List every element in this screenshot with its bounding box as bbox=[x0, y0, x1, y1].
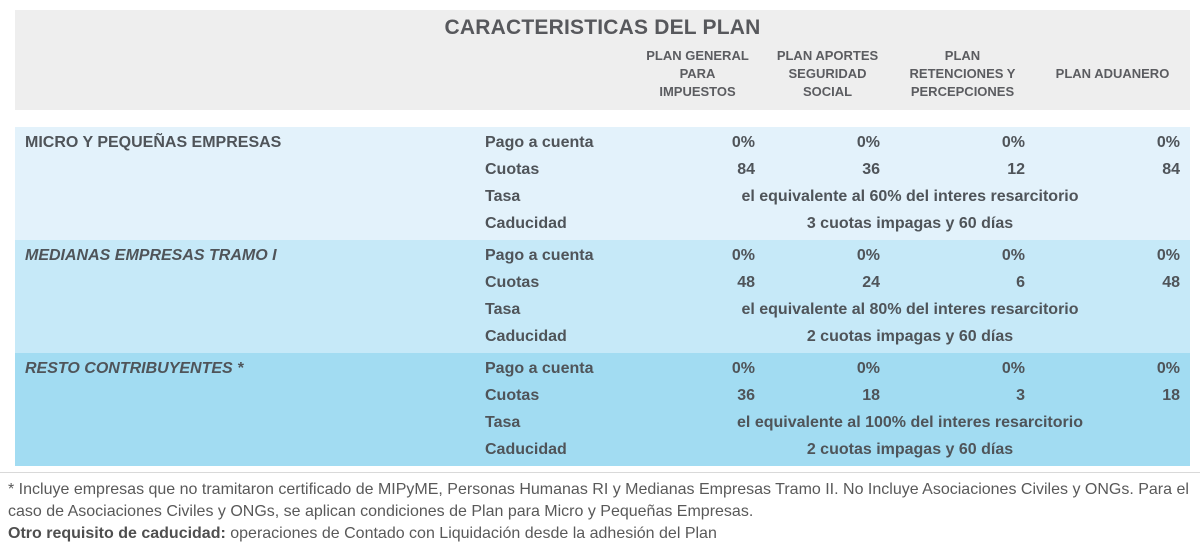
value-cell: 0% bbox=[1156, 134, 1180, 151]
value-cell: 0% bbox=[1156, 247, 1180, 264]
table-row: Tasa el equivalente al 80% del interes r… bbox=[15, 296, 1190, 323]
value-cell: 18 bbox=[1162, 387, 1180, 404]
value-cell: 12 bbox=[1007, 161, 1025, 178]
value-cell: 0% bbox=[731, 247, 755, 264]
value-cell: 48 bbox=[1162, 274, 1180, 291]
row-label: Tasa bbox=[485, 188, 521, 205]
table-row: Cuotas 48 24 6 48 bbox=[15, 269, 1190, 296]
value-cell: 6 bbox=[1016, 274, 1025, 291]
value-span: el equivalente al 80% del interes resarc… bbox=[741, 301, 1079, 318]
value-cell: 18 bbox=[862, 387, 880, 404]
footnote-divider bbox=[0, 472, 1200, 473]
table-row: Caducidad 2 cuotas impagas y 60 días bbox=[15, 323, 1190, 350]
group-name: MEDIANAS EMPRESAS TRAMO I bbox=[25, 247, 277, 264]
value-cell: 24 bbox=[862, 274, 880, 291]
value-cell: 48 bbox=[737, 274, 755, 291]
value-cell: 0% bbox=[1001, 247, 1025, 264]
footnote: * Incluye empresas que no tramitaron cer… bbox=[0, 473, 1200, 545]
row-label: Caducidad bbox=[485, 328, 567, 345]
value-cell: 0% bbox=[1001, 134, 1025, 151]
table-row: RESTO CONTRIBUYENTES * Pago a cuenta 0% … bbox=[15, 355, 1190, 382]
footnote-caducidad-rest: operaciones de Contado con Liquidación d… bbox=[225, 525, 717, 542]
group-micro-pequenas: MICRO Y PEQUEÑAS EMPRESAS Pago a cuenta … bbox=[15, 127, 1190, 240]
group-medianas-tramo1: MEDIANAS EMPRESAS TRAMO I Pago a cuenta … bbox=[15, 240, 1190, 353]
table-row: Caducidad 2 cuotas impagas y 60 días bbox=[15, 436, 1190, 463]
table-row: MICRO Y PEQUEÑAS EMPRESAS Pago a cuenta … bbox=[15, 129, 1190, 156]
column-header-plan-general: PLAN GENERAL PARA IMPUESTOS bbox=[646, 48, 749, 99]
table-row: Cuotas 84 36 12 84 bbox=[15, 156, 1190, 183]
footnote-caducidad-lead: Otro requisito de caducidad: bbox=[8, 525, 226, 542]
row-label: Cuotas bbox=[485, 161, 540, 178]
table-row: MEDIANAS EMPRESAS TRAMO I Pago a cuenta … bbox=[15, 242, 1190, 269]
row-label: Pago a cuenta bbox=[485, 360, 594, 377]
row-label: Cuotas bbox=[485, 274, 540, 291]
table-title: CARACTERISTICAS DEL PLAN bbox=[444, 16, 761, 39]
column-header-plan-aduanero: PLAN ADUANERO bbox=[1055, 66, 1170, 81]
value-span: el equivalente al 100% del interes resar… bbox=[737, 414, 1083, 431]
value-cell: 0% bbox=[1156, 360, 1180, 377]
table-row: Cuotas 36 18 3 18 bbox=[15, 382, 1190, 409]
row-label: Caducidad bbox=[485, 215, 567, 232]
row-label: Caducidad bbox=[485, 441, 567, 458]
column-header-plan-aportes: PLAN APORTES SEGURIDAD SOCIAL bbox=[776, 48, 879, 99]
footnote-asterisk-note: * Incluye empresas que no tramitaron cer… bbox=[8, 481, 1189, 520]
table-body: MICRO Y PEQUEÑAS EMPRESAS Pago a cuenta … bbox=[15, 127, 1190, 466]
value-span: 2 cuotas impagas y 60 días bbox=[806, 328, 1014, 345]
value-span: 2 cuotas impagas y 60 días bbox=[806, 441, 1014, 458]
table-header-band: CARACTERISTICAS DEL PLAN PLAN GENERAL PA… bbox=[15, 10, 1190, 110]
value-cell: 36 bbox=[737, 387, 755, 404]
value-cell: 84 bbox=[737, 161, 755, 178]
group-name: MICRO Y PEQUEÑAS EMPRESAS bbox=[25, 134, 282, 151]
group-resto-contribuyentes: RESTO CONTRIBUYENTES * Pago a cuenta 0% … bbox=[15, 353, 1190, 466]
value-cell: 0% bbox=[731, 360, 755, 377]
row-label: Cuotas bbox=[485, 387, 540, 404]
row-label: Pago a cuenta bbox=[485, 134, 594, 151]
value-cell: 0% bbox=[856, 360, 880, 377]
table-row: Tasa el equivalente al 60% del interes r… bbox=[15, 183, 1190, 210]
column-headers-row: PLAN GENERAL PARA IMPUESTOS PLAN APORTES… bbox=[15, 43, 1190, 105]
value-span: el equivalente al 60% del interes resarc… bbox=[741, 188, 1079, 205]
value-cell: 36 bbox=[862, 161, 880, 178]
value-cell: 0% bbox=[1001, 360, 1025, 377]
row-label: Pago a cuenta bbox=[485, 247, 594, 264]
footnote-caducidad-note: Otro requisito de caducidad: operaciones… bbox=[8, 523, 1190, 545]
value-cell: 84 bbox=[1162, 161, 1180, 178]
row-label: Tasa bbox=[485, 414, 521, 431]
value-cell: 0% bbox=[856, 247, 880, 264]
value-cell: 0% bbox=[856, 134, 880, 151]
group-name: RESTO CONTRIBUYENTES * bbox=[25, 360, 244, 377]
value-cell: 3 bbox=[1016, 387, 1025, 404]
table-row: Caducidad 3 cuotas impagas y 60 días bbox=[15, 210, 1190, 237]
row-label: Tasa bbox=[485, 301, 521, 318]
table-row: Tasa el equivalente al 100% del interes … bbox=[15, 409, 1190, 436]
value-span: 3 cuotas impagas y 60 días bbox=[806, 215, 1014, 232]
value-cell: 0% bbox=[731, 134, 755, 151]
column-header-plan-retenciones: PLAN RETENCIONES Y PERCEPCIONES bbox=[909, 48, 1016, 99]
